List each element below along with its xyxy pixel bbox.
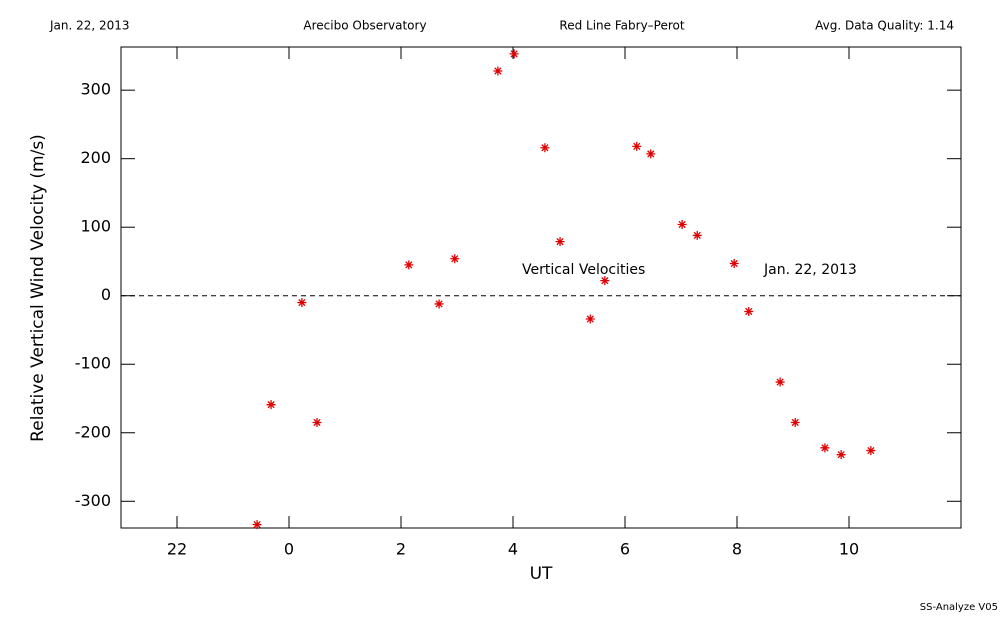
point bbox=[692, 230, 702, 240]
point bbox=[866, 446, 876, 456]
annotation: Vertical Velocities bbox=[522, 262, 645, 278]
point bbox=[434, 299, 444, 309]
point bbox=[632, 141, 642, 151]
point bbox=[600, 276, 610, 286]
header-date: Jan. 22, 2013 bbox=[49, 19, 130, 33]
y-tick-label: -200 bbox=[75, 422, 111, 441]
header-instrument: Red Line Fabry–Perot bbox=[559, 19, 684, 33]
x-tick-label: 0 bbox=[284, 540, 294, 559]
x-tick-label: 6 bbox=[620, 540, 630, 559]
x-tick-label: 2 bbox=[396, 540, 406, 559]
annotation: Jan. 22, 2013 bbox=[763, 262, 857, 278]
point bbox=[790, 417, 800, 427]
x-tick-label: 4 bbox=[508, 540, 518, 559]
footer: SS-Analyze V05 bbox=[920, 602, 998, 613]
point bbox=[450, 254, 460, 264]
plot-frame bbox=[120, 46, 962, 529]
point bbox=[775, 377, 785, 387]
point bbox=[252, 520, 262, 530]
header-quality: Avg. Data Quality: 1.14 bbox=[815, 19, 954, 33]
y-tick-label: 100 bbox=[80, 217, 111, 236]
x-axis-label: UT bbox=[530, 564, 553, 584]
point bbox=[297, 298, 307, 308]
y-tick-label: -100 bbox=[75, 354, 111, 373]
x-tick-label: 10 bbox=[839, 540, 859, 559]
point bbox=[744, 306, 754, 316]
header-site: Arecibo Observatory bbox=[303, 19, 426, 33]
point bbox=[266, 400, 276, 410]
x-tick-label: 22 bbox=[167, 540, 187, 559]
point bbox=[646, 149, 656, 159]
point bbox=[555, 237, 565, 247]
point bbox=[404, 260, 414, 270]
point bbox=[509, 49, 519, 59]
point bbox=[493, 66, 503, 76]
point bbox=[820, 443, 830, 453]
y-axis-label: Relative Vertical Wind Velocity (m/s) bbox=[28, 134, 48, 442]
y-tick-label: 300 bbox=[80, 80, 111, 99]
x-tick-label: 8 bbox=[732, 540, 742, 559]
point bbox=[312, 417, 322, 427]
point bbox=[540, 143, 550, 153]
y-tick-label: -300 bbox=[75, 491, 111, 510]
y-tick-label: 200 bbox=[80, 148, 111, 167]
point bbox=[729, 259, 739, 269]
y-tick-label: 0 bbox=[101, 285, 111, 304]
point bbox=[836, 450, 846, 460]
point bbox=[585, 314, 595, 324]
point bbox=[677, 219, 687, 229]
